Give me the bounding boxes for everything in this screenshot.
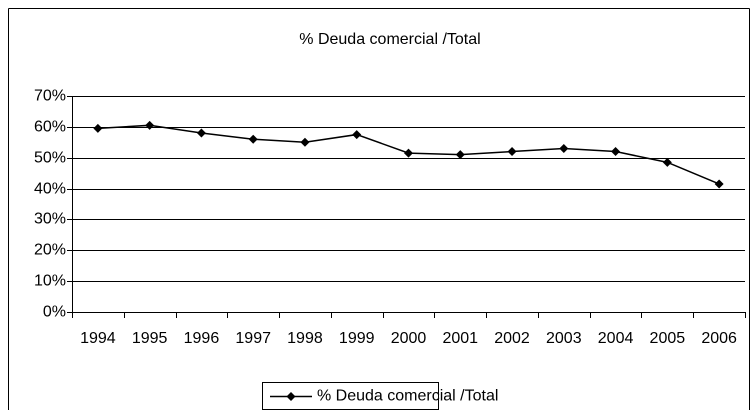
- x-tick-label: 1998: [287, 330, 323, 347]
- y-tick-label: 10%: [34, 273, 66, 290]
- x-tick-label: 2001: [442, 330, 478, 347]
- legend-marker: [286, 392, 296, 401]
- point-marker: [714, 179, 724, 189]
- x-tick-label: 2004: [598, 330, 634, 347]
- y-tick-label: 50%: [34, 150, 66, 167]
- point-marker: [404, 148, 413, 158]
- point-marker: [352, 130, 362, 140]
- x-tick-label: 1999: [339, 330, 375, 347]
- y-tick-label: 0%: [43, 304, 66, 321]
- point-marker: [611, 147, 621, 157]
- x-tick-label: 1995: [132, 330, 168, 347]
- point-marker: [507, 147, 517, 157]
- y-tick-label: 70%: [34, 88, 66, 105]
- point-marker: [93, 123, 103, 133]
- x-tick-label: 1994: [80, 330, 116, 347]
- point-marker: [300, 137, 310, 147]
- point-marker: [248, 134, 258, 144]
- point-marker: [662, 157, 672, 167]
- y-tick-label: 30%: [34, 211, 66, 228]
- chart-title: % Deuda comercial /Total: [299, 31, 480, 48]
- x-tick-label: 2000: [391, 330, 427, 347]
- y-tick-label: 60%: [34, 119, 66, 136]
- point-marker: [559, 143, 569, 153]
- point-marker: [145, 120, 155, 130]
- legend-label: % Deuda comercial /Total: [317, 388, 498, 405]
- x-tick-label: 2002: [494, 330, 530, 347]
- x-tick-label: 1997: [235, 330, 271, 347]
- y-tick-label: 20%: [34, 242, 66, 259]
- x-tick-label: 2005: [650, 330, 686, 347]
- x-tick-label: 1996: [184, 330, 220, 347]
- x-tick-label: 2003: [546, 330, 582, 347]
- y-tick-label: 40%: [34, 181, 66, 198]
- point-marker: [455, 150, 465, 160]
- point-marker: [196, 128, 206, 138]
- x-tick-label: 2006: [701, 330, 737, 347]
